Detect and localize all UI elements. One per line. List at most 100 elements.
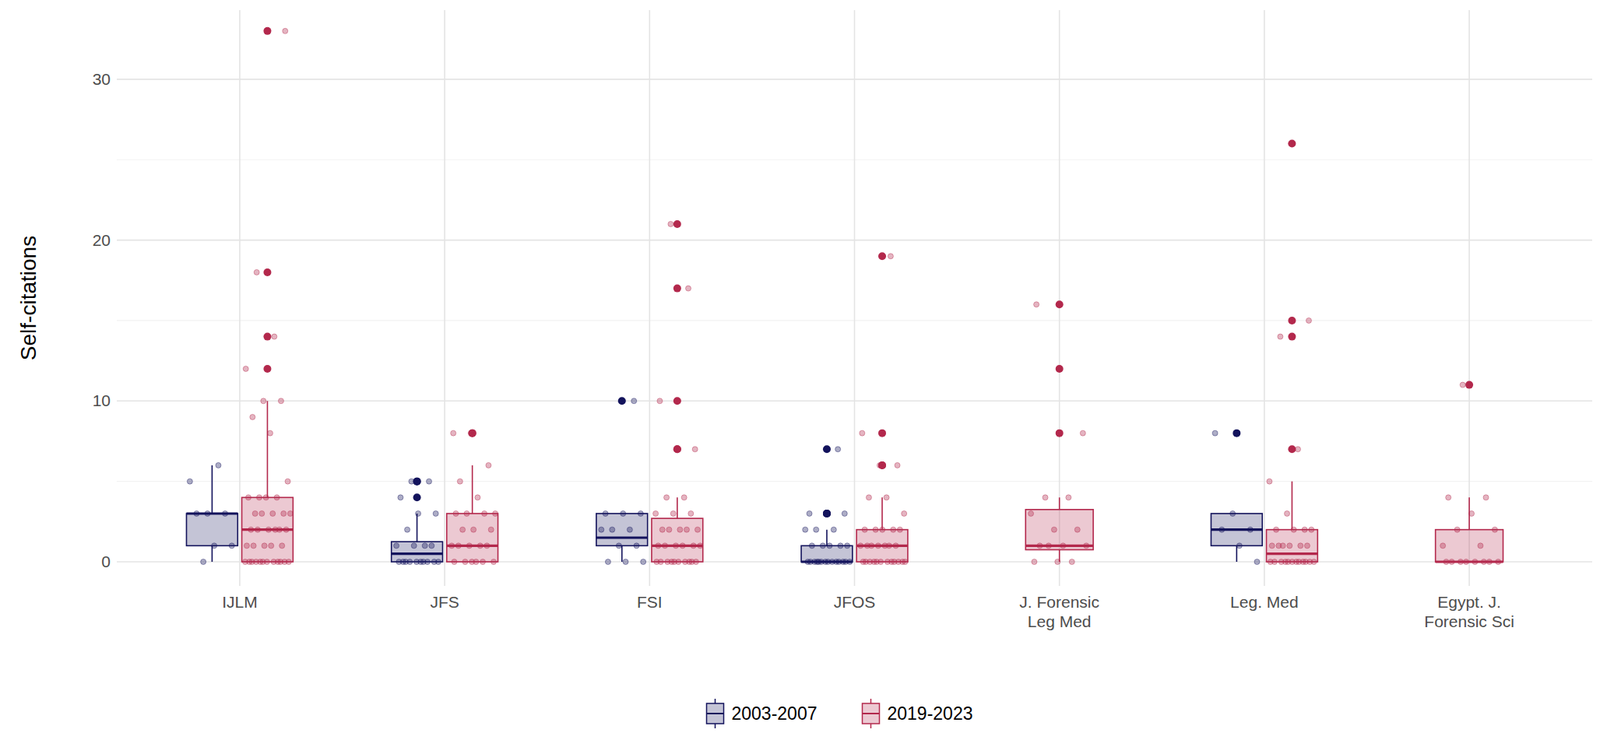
whisker-upper [471,465,474,514]
whisker-upper [267,400,269,498]
legend-key-median [706,713,725,715]
point [471,527,477,533]
point [626,527,633,533]
point [1491,527,1498,533]
point [1305,317,1312,324]
outlier [1287,333,1296,342]
x-tick-label-line: FSI [636,593,663,612]
y-axis-label: Self-citations [16,235,41,361]
x-tick-label: JFOS [833,593,876,612]
point [826,543,833,549]
point [872,527,879,533]
point [259,510,265,517]
point [249,414,256,420]
grid [116,10,1593,587]
outlier [673,445,682,454]
point [894,462,901,468]
box-group [242,27,294,566]
point [1311,559,1317,565]
outlier [673,284,682,293]
box-group [1266,140,1319,566]
point [193,510,200,517]
outlier [673,397,682,405]
point [1236,543,1242,549]
point [1301,527,1308,533]
outlier [878,252,887,261]
point [835,446,841,453]
outlier [1287,316,1296,325]
point [824,510,830,517]
point [1454,527,1460,533]
point [397,495,404,501]
point [1074,527,1080,533]
outlier [822,509,831,518]
outlier [822,509,831,518]
grid-line-x [443,10,446,587]
whisker-upper [211,465,214,514]
point [871,559,877,565]
point [265,527,271,533]
point [287,510,293,517]
point [1247,527,1253,533]
whisker-upper [416,513,419,542]
point [1033,302,1040,308]
whisker-lower [621,545,623,563]
point [1219,527,1225,533]
point [670,510,676,517]
point [243,543,250,549]
point [457,478,463,485]
point [1448,559,1455,565]
point [1445,495,1452,501]
point [802,527,809,533]
point [464,510,470,517]
point [411,543,417,549]
point [204,510,211,517]
box-group [1025,300,1094,565]
point [668,559,675,565]
point [284,478,291,485]
point [1457,559,1463,565]
x-tick-label-line: Leg Med [1027,612,1092,631]
point [805,559,811,565]
point [283,527,289,533]
point [451,559,458,565]
whisker-upper [676,497,679,519]
legend: 2003-20072019-2023 [706,699,974,729]
point [808,543,815,549]
whisker-upper [1291,481,1294,531]
point [1295,446,1302,453]
point [609,527,616,533]
box [446,513,499,563]
point [1042,495,1048,501]
point [883,495,890,501]
point [664,495,670,501]
point [681,495,687,501]
point [1056,365,1062,372]
point [860,559,866,565]
box-group [856,252,908,565]
point [685,285,692,292]
point [256,495,262,501]
x-tick-label-line: IJLM [221,593,258,612]
point [484,543,490,549]
outlier [618,397,626,405]
legend-key-whisker [714,724,717,729]
point [404,527,411,533]
point [261,543,268,549]
point [1284,510,1291,517]
outlier [263,333,271,342]
outlier [468,429,477,438]
outlier [1055,365,1064,373]
point [833,559,840,565]
box-group [1210,429,1263,566]
point [1282,559,1288,565]
point [407,559,413,565]
x-tick-label-line: JFS [429,593,459,612]
grid-line-x [1263,10,1266,587]
point [474,495,481,501]
y-tick-label: 10 [92,391,111,410]
point [822,559,829,565]
point [1483,495,1489,501]
legend-key-median [862,713,880,715]
point [276,527,282,533]
